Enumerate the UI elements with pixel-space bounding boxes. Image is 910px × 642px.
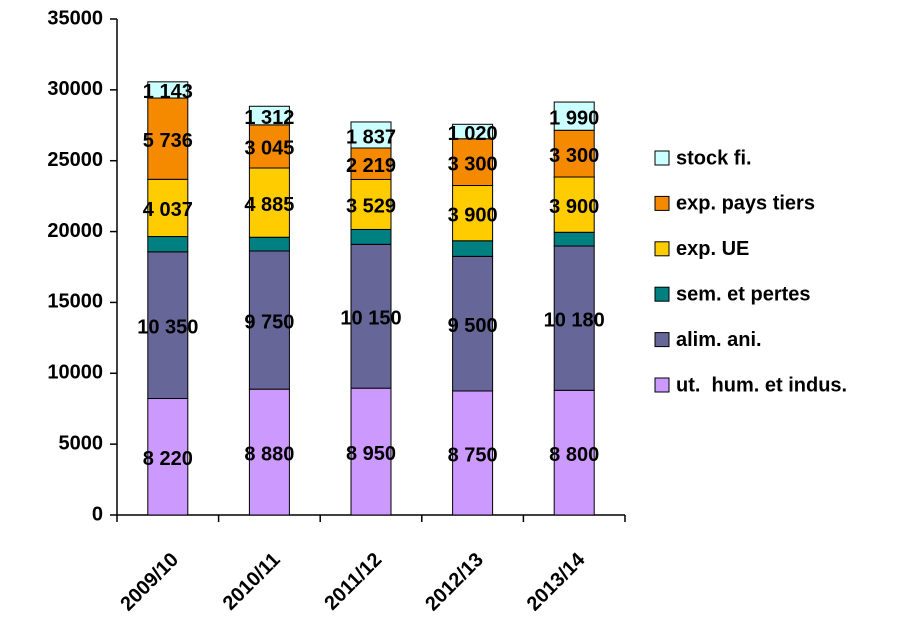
bar-segment bbox=[147, 178, 189, 238]
value-label: 3 900 bbox=[448, 204, 498, 226]
bar-segment bbox=[452, 255, 494, 392]
bar-segment bbox=[553, 129, 595, 178]
y-tick-label: 10000 bbox=[47, 362, 103, 384]
bar-segment bbox=[248, 167, 290, 238]
bar-segment bbox=[350, 147, 392, 180]
value-label: 8 950 bbox=[346, 443, 396, 465]
legend-label: exp. UE bbox=[676, 238, 749, 260]
legend-swatch bbox=[654, 150, 670, 166]
bar-segment bbox=[452, 185, 494, 242]
value-label: 1 020 bbox=[448, 123, 498, 145]
y-tick-label: 15000 bbox=[47, 291, 103, 313]
value-label: 1 837 bbox=[346, 126, 396, 148]
value-label: 3 300 bbox=[549, 145, 599, 167]
value-label: 4 037 bbox=[143, 199, 193, 221]
bar-segment bbox=[248, 124, 290, 169]
value-label: 8 220 bbox=[143, 448, 193, 470]
value-label: 9 500 bbox=[448, 315, 498, 337]
bar-segment bbox=[553, 101, 595, 131]
y-tick-label: 30000 bbox=[47, 78, 103, 100]
bar-segment bbox=[452, 240, 494, 257]
bar-segment bbox=[147, 97, 189, 180]
bar-segment bbox=[452, 390, 494, 516]
value-label: 3 045 bbox=[244, 138, 294, 160]
bar-segment bbox=[553, 231, 595, 247]
bar-segment bbox=[248, 105, 290, 126]
value-label: 3 900 bbox=[549, 196, 599, 218]
value-label: 10 150 bbox=[340, 308, 401, 330]
value-label: 3 529 bbox=[346, 196, 396, 218]
legend-swatch bbox=[654, 377, 670, 393]
bar-segment bbox=[350, 387, 392, 516]
value-label: 5 736 bbox=[143, 130, 193, 152]
legend-swatch bbox=[654, 195, 670, 211]
y-tick-label: 20000 bbox=[47, 220, 103, 242]
bar-segment bbox=[147, 236, 189, 253]
legend-swatch bbox=[654, 286, 670, 302]
y-tick-label: 35000 bbox=[47, 7, 103, 29]
value-label: 8 750 bbox=[448, 444, 498, 466]
value-label: 1 312 bbox=[244, 107, 294, 129]
value-label: 10 180 bbox=[544, 309, 605, 331]
x-tick-label: 2013/14 bbox=[523, 548, 590, 615]
bar-segment bbox=[553, 176, 595, 233]
bar-segment bbox=[350, 178, 392, 230]
bar-segment bbox=[350, 121, 392, 149]
value-label: 1 143 bbox=[143, 81, 193, 103]
value-label: 8 880 bbox=[244, 443, 294, 465]
bar-segment bbox=[248, 250, 290, 390]
legend-label: stock fi. bbox=[676, 147, 752, 169]
bar-segment bbox=[147, 398, 189, 516]
value-label: 1 990 bbox=[549, 107, 599, 129]
legend-label: exp. pays tiers bbox=[676, 193, 815, 215]
bar-segment bbox=[248, 236, 290, 252]
x-tick-label: 2010/11 bbox=[219, 549, 285, 615]
legend-label: ut. hum. et indus. bbox=[676, 374, 847, 396]
y-tick-label: 0 bbox=[92, 503, 103, 525]
x-tick-label: 2009/10 bbox=[116, 549, 183, 616]
bar-segment bbox=[147, 251, 189, 400]
value-label: 8 800 bbox=[549, 444, 599, 466]
value-label: 4 885 bbox=[244, 194, 294, 216]
legend-swatch bbox=[654, 241, 670, 257]
x-tick-label: 2012/13 bbox=[421, 549, 488, 616]
value-label: 2 219 bbox=[346, 155, 396, 177]
value-label: 10 350 bbox=[137, 316, 198, 338]
value-label: 3 300 bbox=[448, 153, 498, 175]
bar-segment bbox=[350, 228, 392, 245]
y-tick-label: 5000 bbox=[59, 432, 104, 454]
y-tick-label: 25000 bbox=[47, 149, 103, 171]
bar-segment bbox=[147, 81, 189, 99]
legend-label: sem. et pertes bbox=[676, 283, 811, 305]
bar-segment bbox=[452, 138, 494, 187]
bar-segment bbox=[248, 388, 290, 516]
bar-segment bbox=[553, 245, 595, 391]
x-tick-label: 2011/12 bbox=[320, 549, 386, 615]
value-label: 9 750 bbox=[244, 311, 294, 333]
bar-segment bbox=[452, 123, 494, 140]
legend-label: alim. ani. bbox=[676, 329, 762, 351]
bar-segment bbox=[553, 389, 595, 516]
legend-swatch bbox=[654, 332, 670, 348]
